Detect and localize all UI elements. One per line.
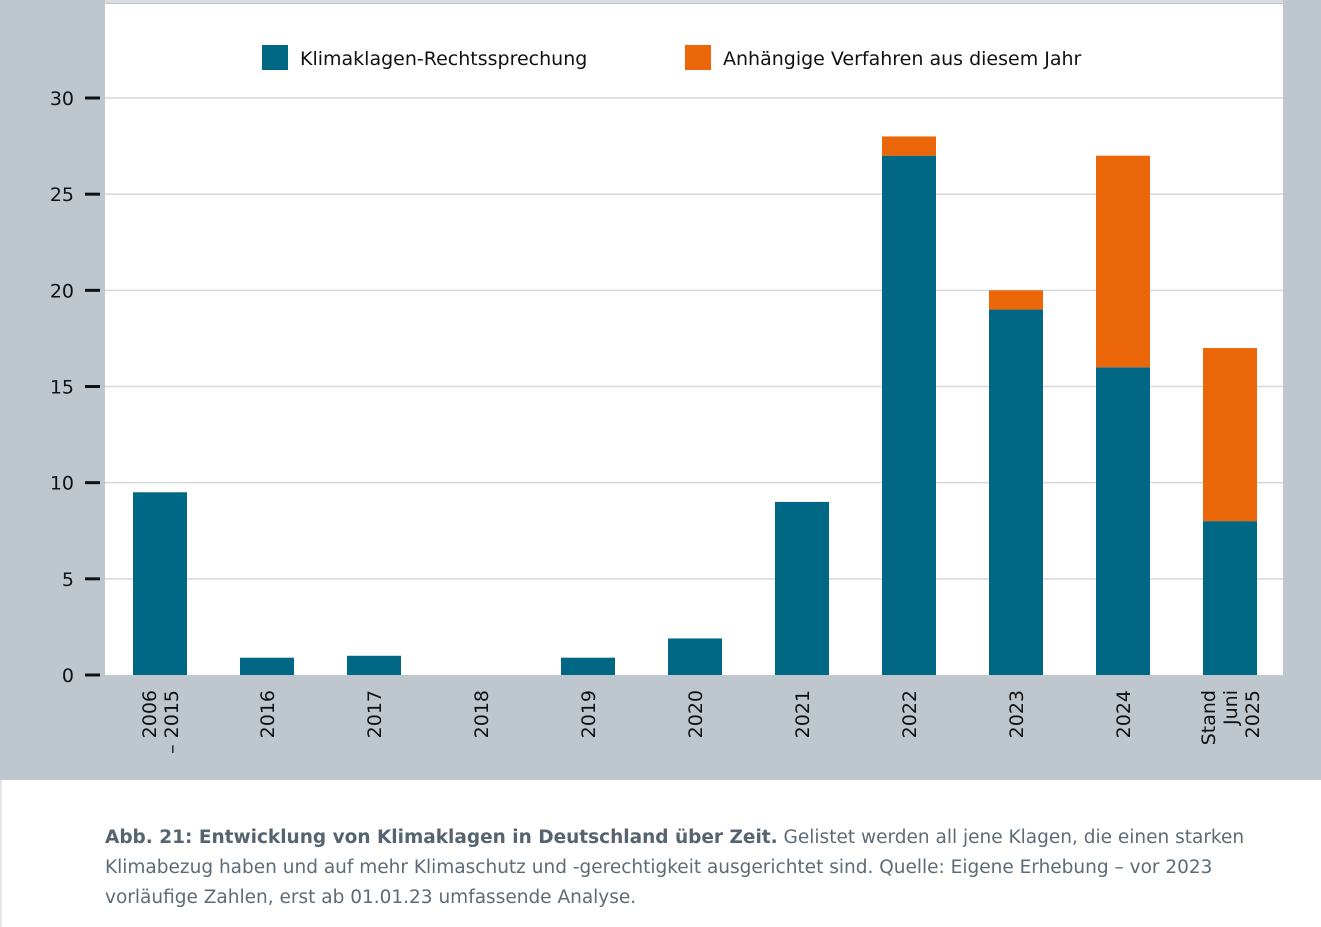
x-tick-label-line: 2018 [471,690,493,738]
x-tick-label-line: Juni [1220,690,1242,726]
bar-anhaengig [1203,348,1257,522]
x-axis: 2006– 2015 2016 2017 2018 2019 2020 2021 2022 20… [139,690,1264,754]
bar-klimaklagen [989,309,1043,675]
x-tick-label-line: 2023 [1006,690,1028,738]
x-tick-label: 2019 [578,690,600,738]
bar-klimaklagen [668,638,722,675]
x-tick-label-line: 2016 [257,690,279,738]
legend-label-anhaengig: Anhängige Verfahren aus diesem Jahr [723,48,1082,70]
x-tick-label-line: 2020 [685,690,707,738]
x-tick-label-line: Stand [1198,690,1220,745]
x-tick-label: 2016 [257,690,279,738]
y-tick-label: 10 [50,473,74,495]
bar-klimaklagen [240,657,294,675]
legend-swatch-anhaengig [685,45,711,70]
x-tick-label: 2022 [899,690,921,738]
x-tick-label: 2006– 2015 [139,690,183,754]
bar-anhaengig [989,290,1043,310]
x-tick-label: 2020 [685,690,707,738]
bar-anhaengig [1096,155,1150,368]
x-tick-label: 2023 [1006,690,1028,738]
bar-klimaklagen [775,501,829,675]
bar-anhaengig [882,136,936,156]
x-tick-label-line: – 2015 [161,690,183,754]
y-axis: 0 5 10 15 20 25 30 [50,88,100,687]
y-tick-label: 0 [62,665,74,687]
y-tick-label: 5 [62,569,74,591]
caption-left-border [0,780,2,927]
gridlines [105,97,1283,580]
x-tick-label: Stand Juni 2025 [1198,690,1264,745]
bar-klimaklagen [133,492,187,675]
x-tick-label: 2021 [792,690,814,738]
legend: Klimaklagen-Rechtssprechung Anhängige Ve… [262,45,1082,70]
caption-text: Gelistet werden all jene Klagen, die ein… [105,827,1245,908]
y-tick-label: 20 [50,280,74,302]
y-tick-label: 30 [50,88,74,110]
y-tick-label: 15 [50,377,74,399]
plot-area [105,4,1283,675]
bar-klimaklagen [347,655,401,675]
y-tick-label: 25 [50,184,74,206]
x-tick-label-line: 2021 [792,690,814,738]
x-tick-label: 2017 [364,690,386,738]
top-border [105,0,1283,3]
bar-klimaklagen [1203,521,1257,675]
x-tick-label-line: 2025 [1242,690,1264,738]
x-tick-label-line: 2024 [1113,690,1135,738]
figure-caption: Abb. 21: Entwicklung von Klimaklagen in … [105,823,1265,913]
x-tick-label-line: 2022 [899,690,921,738]
bar-klimaklagen [561,657,615,675]
x-tick-label-line: 2019 [578,690,600,738]
bar-klimaklagen [1096,367,1150,675]
x-tick-label-line: 2017 [364,690,386,738]
legend-swatch-klimaklagen [262,45,288,70]
x-tick-label: 2024 [1113,690,1135,738]
legend-label-klimaklagen: Klimaklagen-Rechtssprechung [300,48,587,70]
x-tick-label-line: 2006 [139,690,161,738]
x-tick-label: 2018 [471,690,493,738]
bar-klimaklagen [882,155,936,675]
caption-title: Abb. 21: Entwicklung von Klimaklagen in … [105,827,778,848]
bars [133,136,1257,675]
